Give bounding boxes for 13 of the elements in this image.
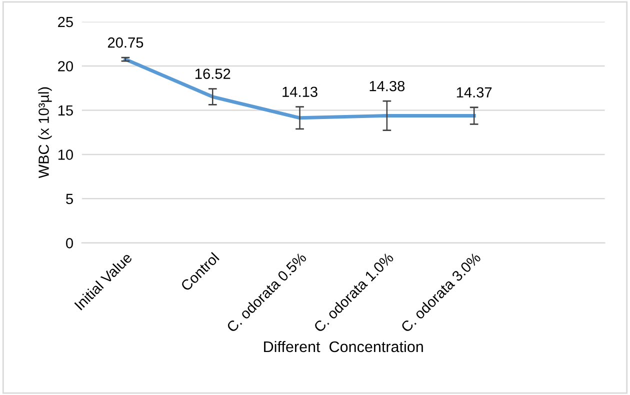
x-axis-title: Different Concentration: [264, 340, 423, 352]
y-tick-label: 0: [66, 238, 73, 248]
data-label: 16.52: [195, 68, 230, 79]
y-tick-label: 15: [58, 105, 73, 116]
data-label: 14.38: [370, 80, 405, 92]
y-axis-title: WBC (x 10³µl): [38, 87, 52, 178]
y-tick-label: 10: [58, 150, 73, 160]
data-label: 20.75: [108, 37, 144, 48]
data-label: 14.13: [282, 86, 318, 98]
data-label: 14.37: [456, 87, 492, 98]
y-tick-label: 25: [58, 16, 73, 28]
y-tick-label: 20: [58, 61, 73, 72]
y-tick-label: 5: [66, 194, 73, 204]
